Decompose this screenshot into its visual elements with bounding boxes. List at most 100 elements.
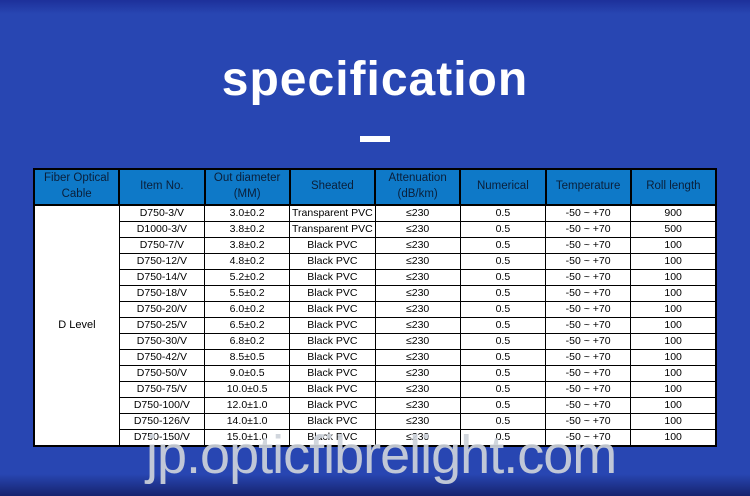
cell: Transparent PVC — [289, 204, 376, 222]
cell: ≤230 — [374, 317, 461, 334]
cell: 0.5 — [459, 301, 547, 318]
cell: 6.0±0.2 — [203, 301, 291, 318]
cell: Black PVC — [289, 381, 376, 398]
cell: Black PVC — [289, 349, 376, 366]
cell: 100 — [630, 349, 717, 366]
header-row: Fiber Optical Cable Item No. Out diameter … — [32, 168, 718, 206]
cell: 15.0±1.0 — [203, 429, 291, 447]
cell: 0.5 — [459, 349, 547, 366]
cell: 100 — [630, 397, 717, 414]
table-row: D750-42/V 8.5±0.5 Black PVC ≤230 0.5 -50 ~ +7… — [34, 349, 717, 366]
cell: 100 — [630, 333, 717, 350]
column-header: Sheated — [288, 168, 377, 206]
cell: ≤230 — [374, 365, 461, 382]
cell: D750-18/V — [118, 285, 206, 302]
cell: 0.5 — [459, 333, 547, 350]
cell: ≤230 — [374, 285, 461, 302]
cell: D750-100/V — [118, 397, 206, 414]
cell: -50 ~ +70 — [544, 365, 632, 382]
cell: Black PVC — [289, 301, 376, 318]
page-title: specification — [221, 53, 529, 106]
cell: 100 — [630, 413, 717, 430]
cell: 100 — [630, 381, 717, 398]
cell: -50 ~ +70 — [544, 253, 632, 270]
cell: 100 — [630, 269, 717, 286]
cell: 100 — [630, 317, 717, 334]
cell: -50 ~ +70 — [544, 429, 632, 447]
cell: D750-42/V — [118, 349, 206, 366]
cell: 3.8±0.2 — [203, 221, 291, 238]
table-row: D750-14/V 5.2±0.2 Black PVC ≤230 0.5 -50 ~ +7… — [34, 269, 717, 286]
table-body: D Level D750-3/V 3.0±0.2 Transparent PVC ≤23… — [33, 204, 717, 447]
cell: -50 ~ +70 — [544, 413, 632, 430]
column-header: Roll length — [629, 168, 718, 206]
table-header: Fiber Optical Cable Item No. Out diameter … — [32, 168, 718, 206]
cell: Black PVC — [289, 397, 376, 414]
cell: -50 ~ +70 — [544, 333, 632, 350]
cell: 0.5 — [459, 413, 547, 430]
cell: 6.5±0.2 — [203, 317, 291, 334]
table-row: D750-30/V 6.8±0.2 Black PVC ≤230 0.5 -50 ~ +7… — [34, 333, 717, 350]
cell: 100 — [630, 253, 717, 270]
column-header: Temperature — [544, 168, 632, 206]
column-header: Fiber Optical Cable — [32, 168, 121, 206]
cell: 0.5 — [459, 365, 547, 382]
cell: -50 ~ +70 — [544, 269, 632, 286]
cell: ≤230 — [374, 221, 461, 238]
cell: ≤230 — [374, 237, 461, 254]
column-header: Numerical — [459, 168, 547, 206]
cell: D750-3/V — [118, 204, 206, 222]
cell: -50 ~ +70 — [544, 349, 632, 366]
cell: D750-25/V — [118, 317, 206, 334]
table-row: D1000-3/V 3.8±0.2 Transparent PVC ≤230 0.5 -5… — [34, 221, 717, 238]
table-row: D750-7/V 3.8±0.2 Black PVC ≤230 0.5 -50 ~ +70… — [34, 237, 717, 254]
table-row: D750-126/V 14.0±1.0 Black PVC ≤230 0.5 -50 ~ … — [34, 413, 717, 430]
column-header: Out diameter (MM) — [203, 168, 291, 206]
cell: ≤230 — [374, 413, 461, 430]
cell: -50 ~ +70 — [544, 317, 632, 334]
cell: 0.5 — [459, 285, 547, 302]
cell: 14.0±1.0 — [203, 413, 291, 430]
table-row: D750-12/V 4.8±0.2 Black PVC ≤230 0.5 -50 ~ +7… — [34, 253, 717, 270]
cell: Black PVC — [289, 365, 376, 382]
cell: -50 ~ +70 — [544, 237, 632, 254]
table-row: D750-100/V 12.0±1.0 Black PVC ≤230 0.5 -50 ~ … — [34, 397, 717, 414]
table-row: D750-18/V 5.5±0.2 Black PVC ≤230 0.5 -50 ~ +7… — [34, 285, 717, 302]
cell: 4.8±0.2 — [203, 253, 291, 270]
cell: Black PVC — [289, 269, 376, 286]
cell: D750-30/V — [118, 333, 206, 350]
cell: ≤230 — [374, 301, 461, 318]
cell: ≤230 — [374, 381, 461, 398]
cell: 0.5 — [459, 253, 547, 270]
cell: ≤230 — [374, 349, 461, 366]
cell: ≤230 — [374, 204, 461, 222]
cell: 10.0±0.5 — [203, 381, 291, 398]
cell: 100 — [630, 285, 717, 302]
cell: -50 ~ +70 — [544, 301, 632, 318]
cell: 100 — [630, 429, 717, 447]
cell: 0.5 — [459, 429, 547, 447]
cell: D750-150/V — [118, 429, 206, 447]
table-row: D750-150/V 15.0±1.0 Black PVC ≤230 0.5 -50 ~ … — [34, 429, 717, 447]
cell: 5.5±0.2 — [203, 285, 291, 302]
table-row: D Level D750-3/V 3.0±0.2 Transparent PVC ≤23… — [33, 204, 717, 447]
cell: 0.5 — [459, 269, 547, 286]
table-row: D750-25/V 6.5±0.2 Black PVC ≤230 0.5 -50 ~ +7… — [34, 317, 717, 334]
cell: 3.0±0.2 — [203, 204, 291, 222]
cell: 8.5±0.5 — [203, 349, 291, 366]
cell: Black PVC — [289, 285, 376, 302]
column-header: Attenuation (dB/km) — [373, 168, 462, 206]
cell: 900 — [630, 204, 717, 222]
table-row: D750-20/V 6.0±0.2 Black PVC ≤230 0.5 -50 ~ +7… — [34, 301, 717, 318]
column-header: Item No. — [118, 168, 206, 206]
cell: -50 ~ +70 — [544, 381, 632, 398]
cell: ≤230 — [374, 397, 461, 414]
cell: 100 — [630, 237, 717, 254]
group-cell: D Level — [33, 204, 120, 447]
cell: Black PVC — [289, 429, 376, 447]
cell: 0.5 — [459, 397, 547, 414]
cell: Black PVC — [289, 317, 376, 334]
cell: ≤230 — [374, 333, 461, 350]
cell: Black PVC — [289, 237, 376, 254]
